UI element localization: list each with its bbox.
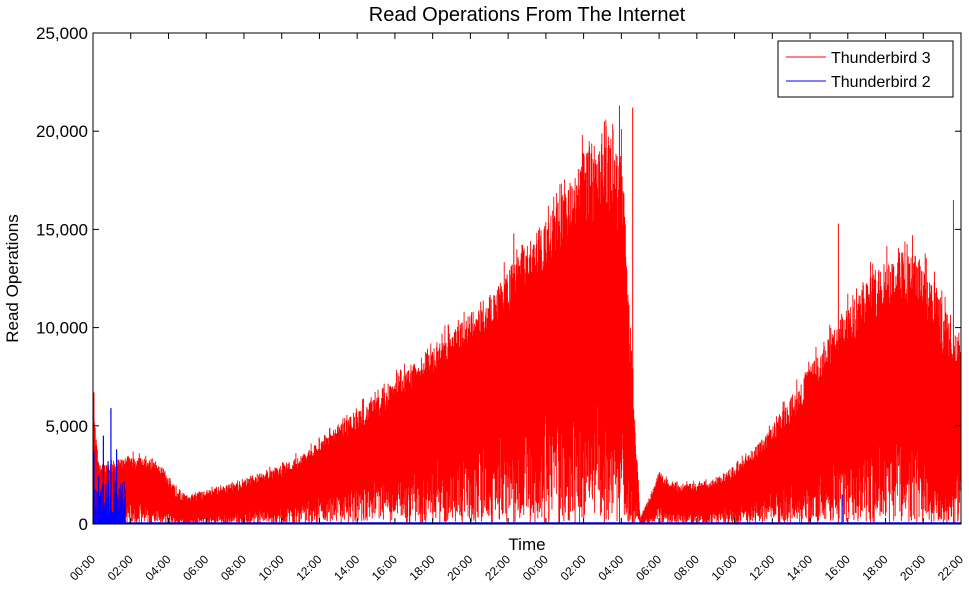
y-tick-label: 25,000 [36,24,88,43]
x-tick-label: 02:00 [558,552,589,583]
legend: Thunderbird 3 Thunderbird 2 [777,40,954,98]
x-tick-label: 20:00 [897,552,928,583]
legend-box [777,40,954,98]
x-tick-label: 18:00 [407,552,438,583]
x-tick-label: 06:00 [180,552,211,583]
y-tick-label: 20,000 [36,122,88,141]
x-tick-label: 16:00 [369,552,400,583]
x-tick-label: 10:00 [709,552,740,583]
y-axis-ticks: 0 5,000 10,000 15,000 20,000 25,000 [36,24,961,534]
x-tick-label: 10:00 [256,552,287,583]
plot-area [92,32,962,525]
x-tick-label: 22:00 [482,552,513,583]
y-tick-label: 15,000 [36,220,88,239]
x-tick-label: 00:00 [67,552,98,583]
x-tick-label: 12:00 [293,552,324,583]
legend-entry-thunderbird-2: Thunderbird 2 [831,74,931,91]
x-tick-label: 08:00 [671,552,702,583]
legend-entry-thunderbird-3: Thunderbird 3 [831,50,931,67]
chart-title: Read Operations From The Internet [369,4,686,26]
x-axis-label: Time [508,535,545,554]
series-thunderbird-2 [93,408,961,524]
x-tick-label: 04:00 [142,552,173,583]
y-tick-label: 10,000 [36,319,88,338]
plot-border [92,32,962,525]
x-tick-label: 00:00 [520,552,551,583]
x-tick-label: 14:00 [784,552,815,583]
x-tick-label: 02:00 [105,552,136,583]
y-tick-label: 0 [79,515,88,534]
x-tick-label: 08:00 [218,552,249,583]
x-tick-label: 12:00 [746,552,777,583]
y-tick-label: 5,000 [45,417,88,436]
x-tick-label: 14:00 [331,552,362,583]
x-tick-label: 06:00 [633,552,664,583]
x-tick-label: 20:00 [444,552,475,583]
x-tick-label: 18:00 [860,552,891,583]
x-tick-label: 16:00 [822,552,853,583]
x-tick-label: 22:00 [935,552,966,583]
x-tick-label: 04:00 [595,552,626,583]
y-axis-label: Read Operations [3,214,22,343]
